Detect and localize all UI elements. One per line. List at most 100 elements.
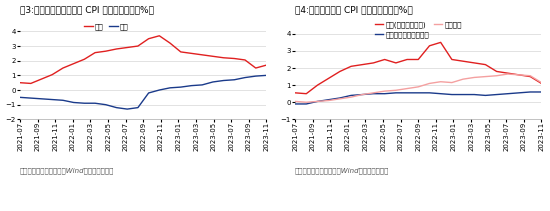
- 商品: [221, 57, 227, 59]
- 生鲜食品、生肉及切花: [449, 93, 455, 96]
- 商品: [102, 50, 109, 53]
- 生鲜食品、生肉及切花: [437, 92, 444, 95]
- 食品产品: [504, 73, 511, 75]
- 商品: [210, 55, 216, 58]
- 商品: [38, 78, 45, 80]
- 食品产品: [314, 100, 321, 103]
- 服务: [92, 102, 98, 104]
- 商品(剔除新鲜食品): [393, 62, 399, 64]
- 服务: [241, 76, 248, 79]
- 服务: [49, 98, 56, 101]
- 商品: [188, 52, 195, 55]
- 服务: [252, 75, 259, 77]
- 商品: [59, 67, 66, 69]
- 食品产品: [471, 76, 477, 79]
- 商品: [263, 64, 270, 66]
- 生鲜食品、生肉及切花: [426, 92, 433, 94]
- 生鲜食品、生肉及切花: [359, 93, 366, 96]
- 商品(剔除新鲜食品): [527, 75, 534, 78]
- 商品: [70, 62, 77, 65]
- 食品产品: [359, 93, 366, 96]
- 商品: [252, 67, 259, 69]
- Line: 生鲜食品、生肉及切花: 生鲜食品、生肉及切花: [295, 92, 541, 104]
- 生鲜食品、生肉及切花: [538, 91, 544, 93]
- 生鲜食品、生肉及切花: [527, 91, 534, 93]
- 商品(剔除新鲜食品): [437, 41, 444, 44]
- 商品(剔除新鲜食品): [404, 58, 410, 61]
- 食品产品: [303, 101, 310, 104]
- 服务: [210, 81, 216, 83]
- 商品(剔除新鲜食品): [370, 62, 377, 64]
- 商品: [199, 54, 206, 56]
- 食品产品: [437, 80, 444, 83]
- 商品(剔除新鲜食品): [449, 58, 455, 61]
- Legend: 商品, 服务: 商品, 服务: [81, 20, 131, 33]
- 服务: [70, 101, 77, 104]
- 商品: [92, 51, 98, 54]
- 生鲜食品、生肉及切花: [493, 93, 500, 96]
- 食品产品: [415, 86, 421, 88]
- 服务: [188, 84, 195, 87]
- 食品产品: [426, 82, 433, 85]
- Line: 服务: 服务: [20, 75, 266, 109]
- 商品(剔除新鲜食品): [516, 74, 522, 76]
- 商品(剔除新鲜食品): [348, 65, 354, 68]
- 食品产品: [538, 81, 544, 84]
- 生鲜食品、生肉及切花: [381, 92, 388, 95]
- 食品产品: [292, 100, 299, 103]
- 商品: [28, 82, 34, 85]
- 服务: [28, 97, 34, 99]
- 食品产品: [527, 74, 534, 77]
- 食品产品: [404, 87, 410, 90]
- 服务: [38, 97, 45, 100]
- 商品(剔除新鲜食品): [504, 72, 511, 74]
- 商品: [156, 35, 163, 37]
- 服务: [17, 96, 24, 99]
- 服务: [135, 106, 141, 109]
- 商品: [178, 51, 184, 53]
- 服务: [59, 99, 66, 101]
- 食品产品: [516, 74, 522, 76]
- 生鲜食品、生肉及切花: [370, 92, 377, 95]
- 服务: [167, 87, 173, 89]
- 商品: [124, 46, 130, 49]
- 商品(剔除新鲜食品): [493, 70, 500, 73]
- Line: 商品: 商品: [20, 36, 266, 83]
- 商品: [49, 73, 56, 76]
- 商品(剔除新鲜食品): [359, 63, 366, 66]
- 服务: [178, 86, 184, 88]
- 商品: [81, 58, 87, 61]
- Text: 数据来源：日本统计局，Wind，中信建投证券: 数据来源：日本统计局，Wind，中信建投证券: [295, 168, 389, 174]
- Text: 数据来源：日本统计局，Wind，中信建投证券: 数据来源：日本统计局，Wind，中信建投证券: [20, 168, 114, 174]
- 食品产品: [337, 97, 343, 100]
- 商品(剔除新鲜食品): [314, 84, 321, 87]
- 食品产品: [493, 74, 500, 77]
- 生鲜食品、生肉及切花: [516, 92, 522, 94]
- 商品: [241, 59, 248, 61]
- 生鲜食品、生肉及切花: [404, 92, 410, 94]
- 商品(剔除新鲜食品): [482, 63, 489, 66]
- 商品(剔除新鲜食品): [326, 77, 332, 80]
- 服务: [124, 108, 130, 110]
- 商品: [167, 42, 173, 44]
- 食品产品: [348, 96, 354, 98]
- Legend: 商品(剔除新鲜食品), 生鲜食品、生肉及切花, 食品产品: 商品(剔除新鲜食品), 生鲜食品、生肉及切花, 食品产品: [372, 18, 465, 41]
- 商品(剔除新鲜食品): [471, 62, 477, 64]
- 商品: [113, 48, 120, 50]
- 生鲜食品、生肉及切花: [292, 103, 299, 105]
- 商品(剔除新鲜食品): [337, 70, 343, 73]
- 商品(剔除新鲜食品): [292, 92, 299, 94]
- 生鲜食品、生肉及切花: [460, 93, 466, 96]
- 生鲜食品、生肉及切花: [326, 98, 332, 101]
- 生鲜食品、生肉及切花: [504, 92, 511, 95]
- 服务: [102, 103, 109, 106]
- 服务: [145, 92, 152, 94]
- 生鲜食品、生肉及切花: [337, 97, 343, 99]
- 商品: [145, 37, 152, 40]
- 商品(剔除新鲜食品): [415, 58, 421, 61]
- 生鲜食品、生肉及切花: [303, 103, 310, 105]
- 服务: [156, 89, 163, 91]
- 食品产品: [393, 89, 399, 92]
- 商品: [231, 57, 238, 60]
- 食品产品: [326, 99, 332, 102]
